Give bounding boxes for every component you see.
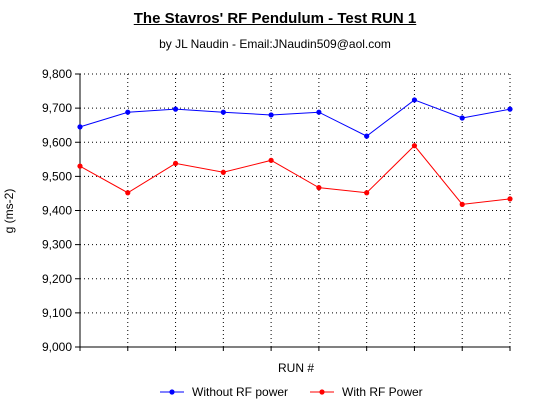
- y-axis-ticks: 9,000 9,100 9,200 9,300 9,400 9,500 9,600 9,700…: [42, 67, 80, 354]
- data-point: [172, 160, 179, 167]
- data-point: [316, 109, 322, 115]
- chart-subtitle: by JL Naudin - Email:JNaudin509@aol.com: [159, 37, 391, 51]
- y-tick-label: 9,700: [42, 101, 72, 115]
- data-point: [411, 143, 418, 149]
- grid-lines: [80, 73, 511, 347]
- data-point: [459, 201, 465, 207]
- y-tick-label: 9,100: [42, 306, 72, 320]
- y-tick-label: 9,800: [42, 67, 72, 81]
- y-tick-label: 9,000: [42, 340, 72, 354]
- series-line: [79, 99, 511, 137]
- data-point: [507, 106, 513, 112]
- series-group: [77, 97, 513, 207]
- data-point: [220, 109, 226, 115]
- axes: [79, 74, 511, 351]
- series-1: [77, 97, 513, 139]
- y-tick-label: 9,600: [42, 135, 72, 149]
- data-point: [125, 190, 131, 196]
- legend-item-2: With RF Power: [310, 385, 423, 399]
- data-point: [77, 163, 83, 169]
- y-tick-label: 9,400: [42, 204, 72, 218]
- data-point: [268, 157, 274, 163]
- legend: Without RF power With RF Power: [160, 385, 423, 399]
- data-point: [459, 115, 465, 121]
- legend-item-1: Without RF power: [160, 385, 288, 399]
- data-point: [411, 97, 418, 103]
- data-point: [364, 133, 370, 139]
- legend-marker: [319, 389, 325, 395]
- legend-marker: [169, 389, 175, 395]
- series-2: [77, 143, 513, 207]
- data-point: [316, 185, 322, 191]
- x-axis-label: RUN #: [278, 361, 314, 375]
- data-point: [364, 190, 370, 196]
- y-axis-label: g (ms-2): [2, 189, 16, 234]
- chart-title: The Stavros' RF Pendulum - Test RUN 1: [133, 10, 417, 27]
- legend-label: With RF Power: [342, 385, 423, 399]
- y-tick-label: 9,500: [42, 169, 72, 183]
- y-tick-label: 9,300: [42, 238, 72, 252]
- legend-label: Without RF power: [192, 385, 288, 399]
- data-point: [77, 124, 83, 130]
- series-line: [79, 144, 511, 205]
- data-point: [220, 169, 226, 175]
- data-point: [507, 196, 513, 202]
- y-tick-label: 9,200: [42, 272, 72, 286]
- data-point: [268, 112, 274, 118]
- data-point: [172, 106, 179, 112]
- data-point: [125, 109, 131, 115]
